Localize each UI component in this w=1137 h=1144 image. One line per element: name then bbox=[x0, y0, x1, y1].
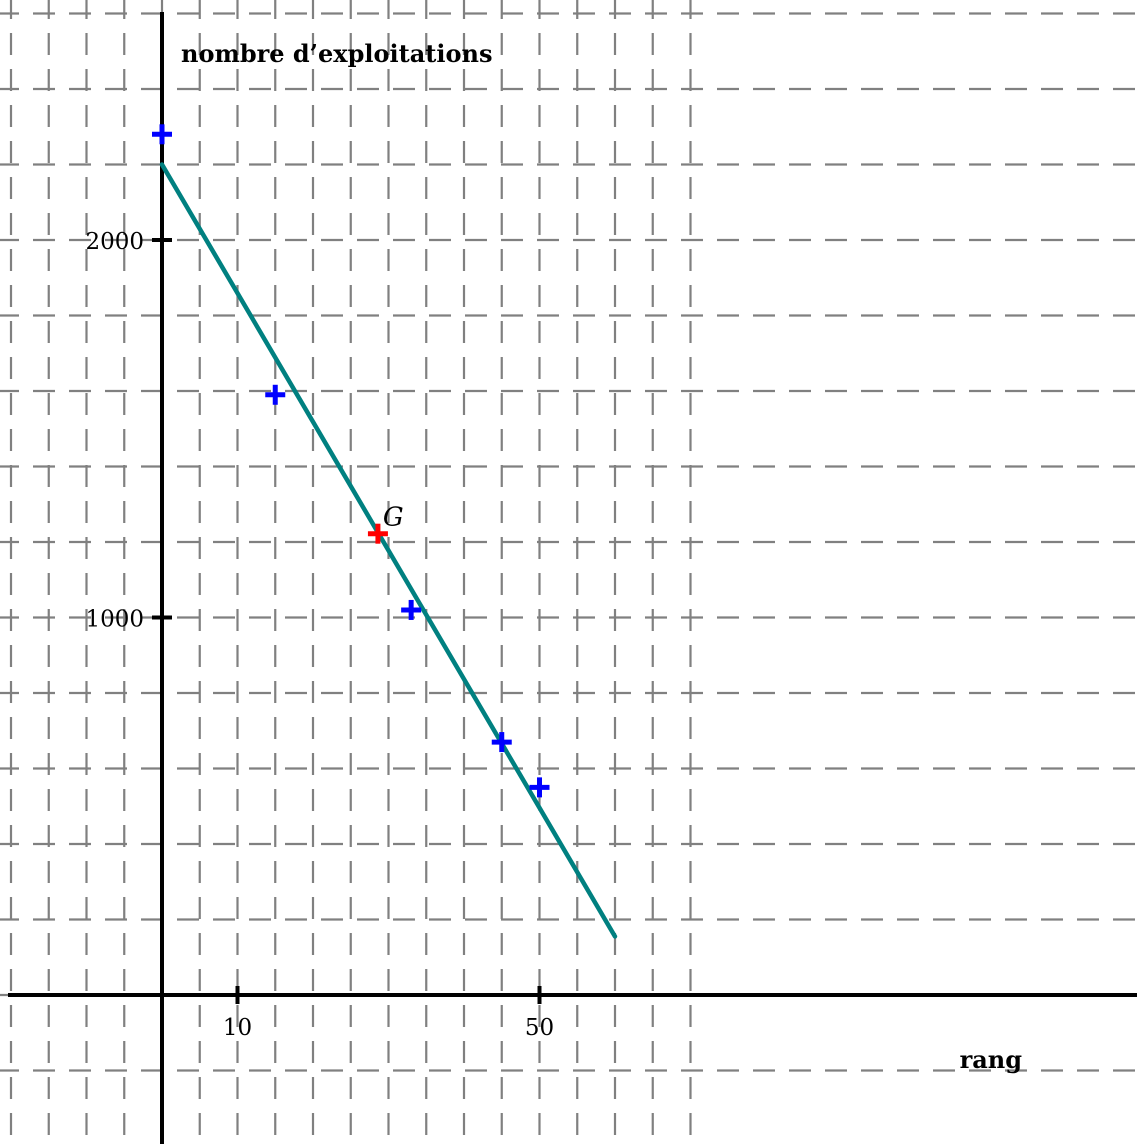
y-axis-title: nombre d’exploitations bbox=[181, 39, 492, 68]
regression-line bbox=[159, 162, 618, 939]
mean-point-g bbox=[367, 523, 388, 544]
data-point bbox=[491, 732, 512, 753]
x-tick-label: 10 bbox=[223, 1015, 252, 1041]
data-point bbox=[265, 384, 286, 405]
series-layer: G bbox=[152, 124, 618, 939]
y-tick-label: 1000 bbox=[85, 607, 144, 633]
x-tick-label: 50 bbox=[525, 1015, 554, 1041]
data-point bbox=[401, 599, 422, 620]
data-point bbox=[529, 777, 550, 798]
ticks: 10 50 1000 2000 bbox=[85, 229, 554, 1041]
mean-point-label: G bbox=[383, 503, 404, 533]
x-axis-title: rang bbox=[960, 1045, 1023, 1074]
y-tick-label: 2000 bbox=[85, 229, 144, 255]
data-point bbox=[152, 124, 172, 145]
axes bbox=[8, 12, 1137, 1144]
